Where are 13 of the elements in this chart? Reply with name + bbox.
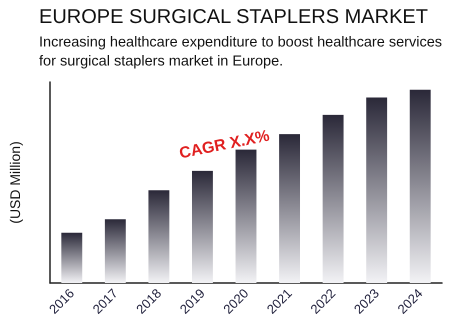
bar [148,190,170,283]
chart-title: EUROPE SURGICAL STAPLERS MARKET [39,6,428,28]
bar [366,97,388,283]
bar [279,134,300,283]
bar [104,219,126,283]
bar [192,170,213,283]
bar [410,90,431,283]
bar [236,150,256,283]
chart-subtitle: Increasing healthcare expenditure to boost healthcare services for surgical staplers market in Europe. [39,34,446,70]
y-axis-title: (USD Million) [7,141,23,224]
bar [61,232,82,283]
bar [322,114,344,283]
annotation: CAGR X.X% [178,127,272,162]
